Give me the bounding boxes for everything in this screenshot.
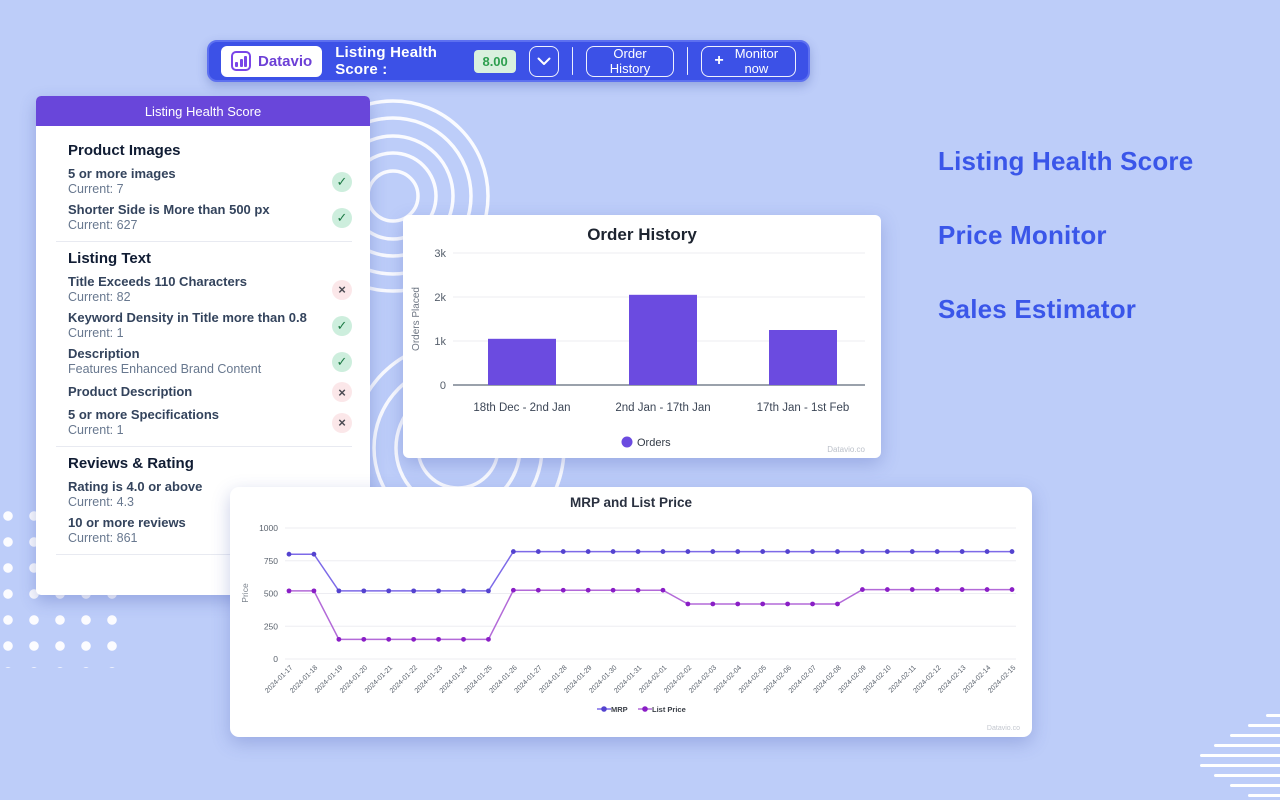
svg-text:3k: 3k [434, 248, 446, 260]
speed-line [1248, 794, 1280, 797]
listing-health-score-card: Listing Health Score Product Images 5 or … [36, 96, 370, 595]
order-history-plot: 0 1k 2k 3k Orders Placed 18th Dec - 2nd Jan 2n… [411, 248, 866, 454]
check-current-value: Current: 82 [68, 290, 131, 304]
section-heading: Product Images [68, 142, 181, 159]
section-divider [56, 554, 352, 555]
price-monitor-chart-card: MRP and List Price 0 250 500 750 1000 Price 20… [230, 487, 1032, 737]
svg-text:Orders: Orders [637, 437, 671, 449]
order-history-button[interactable]: Order History [586, 45, 674, 77]
section-heading: Listing Text [68, 250, 152, 267]
brand-name: Datavio [258, 52, 313, 70]
speed-line [1200, 764, 1280, 767]
check-title: 5 or more images [68, 166, 176, 181]
health-check-item: Description Features Enhanced Brand Conte… [36, 346, 370, 377]
brand-logo-pill[interactable]: Datavio [221, 45, 323, 77]
order-chart-title: Order History [587, 225, 697, 244]
order-history-chart-card: Order History 0 1k 2k 3k Orders Placed 18th D… [403, 215, 881, 458]
svg-text:2nd Jan - 17th Jan: 2nd Jan - 17th Jan [615, 402, 710, 414]
svg-text:Datavio.co: Datavio.co [827, 445, 865, 454]
check-current-value: Current: 7 [68, 182, 124, 196]
svg-text:List Price: List Price [652, 705, 686, 714]
check-title: 10 or more reviews [68, 515, 186, 530]
svg-text:750: 750 [264, 556, 278, 566]
speed-line [1248, 724, 1280, 727]
svg-text:2k: 2k [434, 292, 446, 304]
score-dropdown-button[interactable] [528, 45, 559, 77]
datavio-logo-icon [231, 51, 251, 71]
toolbar-divider [571, 47, 574, 75]
score-label: Listing Health Score : [335, 44, 438, 78]
check-fail-icon: × [332, 412, 352, 433]
check-pass-icon: ✓ [332, 171, 352, 192]
speed-line [1214, 744, 1280, 747]
svg-text:0: 0 [273, 654, 278, 664]
speed-line [1230, 784, 1280, 787]
check-pass-icon: ✓ [332, 207, 352, 228]
svg-text:18th Dec - 2nd Jan: 18th Dec - 2nd Jan [473, 402, 570, 414]
svg-text:500: 500 [264, 589, 278, 599]
check-title: Description [68, 346, 140, 361]
svg-text:0: 0 [440, 380, 446, 392]
check-title: Keyword Density in Title more than 0.8 [68, 310, 307, 325]
monitor-now-button-label: Monitor now [734, 46, 779, 76]
check-fail-icon: × [332, 279, 352, 300]
speed-line [1214, 774, 1280, 777]
section-divider [56, 241, 352, 242]
health-check-item: Rating is 4.0 or above Current: 4.3 [36, 479, 370, 510]
price-chart-title: MRP and List Price [569, 495, 693, 510]
headline-price-monitor: Price Monitor [938, 220, 1107, 250]
svg-text:1000: 1000 [259, 523, 278, 533]
check-current-value: Current: 1 [68, 326, 124, 340]
check-current-value: Current: 627 [68, 218, 138, 232]
check-pass-icon: ✓ [332, 351, 352, 372]
section-divider [56, 446, 352, 447]
headline-listing-health-score: Listing Health Score [938, 146, 1194, 176]
check-current-value: Features Enhanced Brand Content [68, 362, 262, 376]
chevron-down-icon [537, 57, 551, 65]
health-card-body: Product Images 5 or more images Current: 7… [36, 126, 370, 555]
health-card-header: Listing Health Score [36, 96, 370, 126]
check-current-value: Current: 1 [68, 423, 124, 437]
check-title: Rating is 4.0 or above [68, 479, 203, 494]
health-check-item: 10 or more reviews Current: 861 [36, 515, 370, 546]
health-check-item: Title Exceeds 110 Characters Current: 82 × [36, 274, 370, 305]
svg-text:MRP: MRP [611, 705, 628, 714]
check-title: Title Exceeds 110 Characters [68, 274, 247, 289]
check-current-value: Current: 4.3 [68, 495, 135, 509]
order-history-button-label: Order History [609, 46, 651, 76]
score-value-badge: 8.00 [474, 49, 516, 73]
section-heading: Reviews & Rating [68, 455, 194, 472]
speed-line [1266, 714, 1280, 717]
svg-text:Price: Price [240, 583, 250, 603]
svg-text:Datavio.co: Datavio.co [987, 725, 1020, 732]
speed-line [1230, 734, 1280, 737]
svg-text:250: 250 [264, 621, 278, 631]
health-check-item: 5 or more Specifications Current: 1 × [36, 407, 370, 438]
check-fail-icon: × [332, 382, 352, 402]
svg-text:17th Jan - 1st Feb: 17th Jan - 1st Feb [757, 402, 850, 414]
monitor-now-button[interactable]: + Monitor now [701, 45, 796, 77]
check-current-value: Current: 861 [68, 531, 138, 545]
plus-icon: + [714, 52, 724, 69]
extension-toolbar: Datavio Listing Health Score : 8.00 Orde… [207, 40, 810, 82]
svg-text:Orders Placed: Orders Placed [411, 287, 422, 351]
price-monitor-plot: 02505007501000Price2024-01-172024-01-182… [240, 523, 1020, 732]
headline-sales-estimator: Sales Estimator [938, 294, 1137, 324]
toolbar-divider [686, 47, 689, 75]
health-check-item: Keyword Density in Title more than 0.8 Cu… [36, 310, 370, 341]
health-check-item: Product Description × [36, 382, 370, 402]
health-check-item: 5 or more images Current: 7 ✓ [36, 166, 370, 197]
health-check-item: Shorter Side is More than 500 px Current:… [36, 202, 370, 233]
speed-line [1200, 754, 1280, 757]
svg-text:1k: 1k [434, 336, 446, 348]
check-title: 5 or more Specifications [68, 407, 219, 422]
check-title: Shorter Side is More than 500 px [68, 202, 270, 217]
check-pass-icon: ✓ [332, 315, 352, 336]
check-title: Product Description [68, 384, 193, 399]
